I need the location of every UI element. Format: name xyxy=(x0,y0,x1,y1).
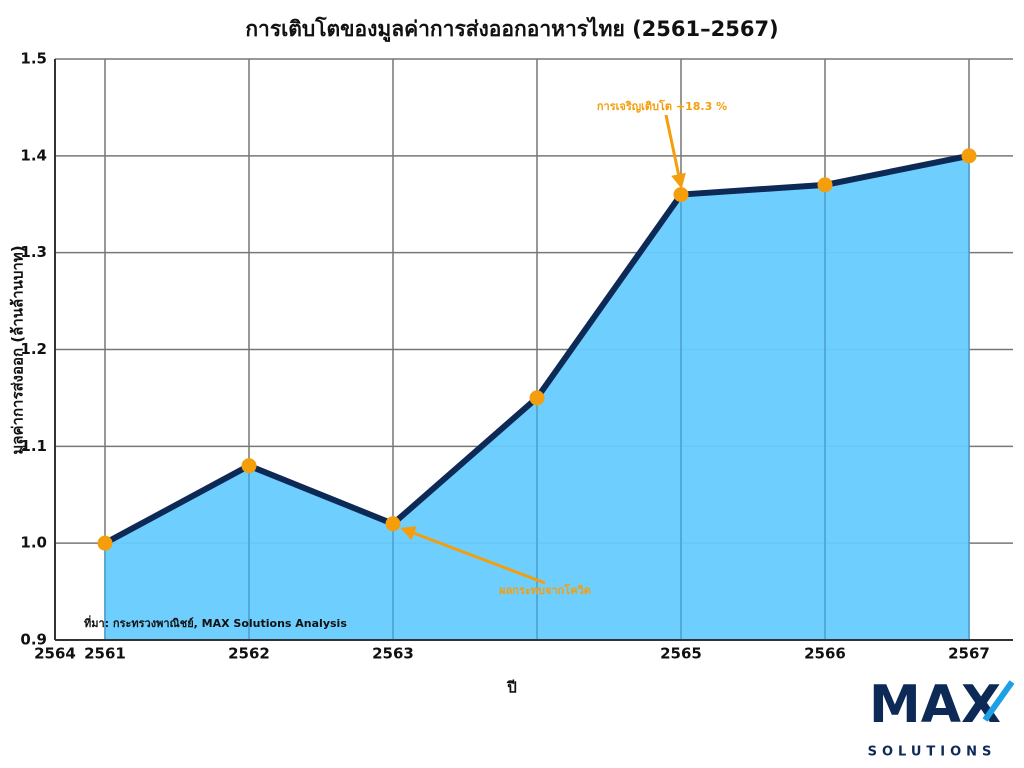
x-tick-label: 2562 xyxy=(228,645,270,663)
y-axis-label: มูลค่าการส่งออก (ล้านล้านบาท) xyxy=(9,245,28,454)
annotation-arrow xyxy=(400,526,546,585)
marker xyxy=(673,187,689,203)
logo: MAX SOLUTIONS xyxy=(868,675,1015,760)
logo-tagline: SOLUTIONS xyxy=(868,745,997,760)
marker xyxy=(961,148,977,164)
y-tick-label: 0.9 xyxy=(20,631,47,649)
x-tick-label: 2564 xyxy=(34,645,76,663)
y-tick-label: 1.1 xyxy=(20,437,47,455)
chart-title: การเติบโตของมูลค่าการส่งออกอาหารไทย (256… xyxy=(245,16,778,43)
y-tick-label: 1.3 xyxy=(20,243,47,261)
y-tick-label: 1.2 xyxy=(20,340,47,358)
logo-arrow xyxy=(982,680,1015,722)
annotation: ผลกระทบจากโควิด xyxy=(499,583,591,597)
x-tick-label: 2565 xyxy=(660,645,702,663)
x-tick-label: 2566 xyxy=(804,645,846,663)
marker xyxy=(385,516,401,532)
marker xyxy=(241,458,257,474)
marker xyxy=(529,390,545,406)
logo-mark: MAX xyxy=(869,675,1001,735)
x-tick-label: 2563 xyxy=(372,645,414,663)
marker xyxy=(97,535,113,551)
marker xyxy=(817,177,833,193)
x-tick-label: 2561 xyxy=(84,645,126,663)
y-tick-label: 1.0 xyxy=(20,534,47,552)
source-note: ที่มา: กระทรวงพาณิชย์, MAX Solutions Ana… xyxy=(84,615,347,630)
x-tick-label: 2567 xyxy=(948,645,990,663)
annotation-arrow xyxy=(664,114,686,189)
y-tick-label: 1.4 xyxy=(20,146,47,164)
y-tick-label: 1.5 xyxy=(20,50,47,68)
annotation: การเจริญเติบโต +18.3 % xyxy=(597,99,727,113)
x-axis-label: ปี xyxy=(506,679,516,697)
